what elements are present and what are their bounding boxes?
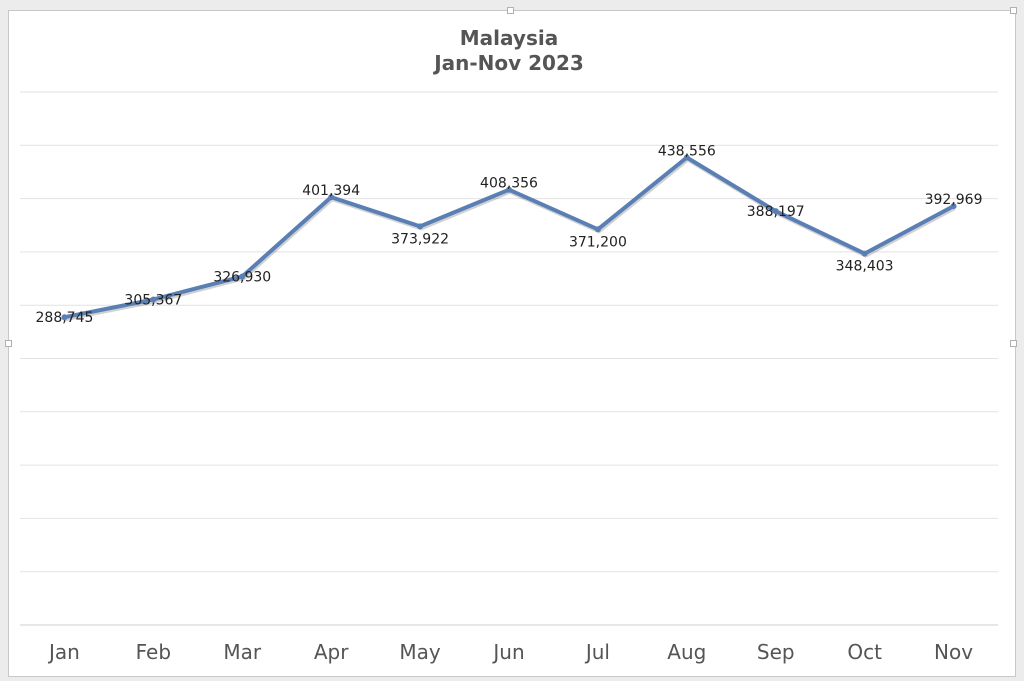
resize-handle-top-right[interactable] — [1010, 7, 1017, 14]
data-labels: 288,745 305,367 326,930 401,394 373,922 408,3… — [36, 143, 983, 326]
data-label-aug: 438,556 — [658, 143, 716, 159]
data-point-may[interactable] — [417, 223, 424, 230]
x-tick-label-jun: Jun — [491, 640, 524, 664]
data-label-nov: 392,969 — [925, 192, 983, 208]
data-label-may: 373,922 — [391, 231, 449, 247]
x-tick-label-may: May — [399, 640, 441, 664]
data-label-oct: 348,403 — [836, 259, 894, 275]
data-point-mar[interactable] — [239, 273, 246, 280]
data-point-sep[interactable] — [772, 208, 779, 215]
data-point-jun[interactable] — [506, 186, 512, 193]
data-label-apr: 401,394 — [302, 183, 360, 199]
data-point-aug[interactable] — [683, 154, 690, 161]
chart-area[interactable] — [5, 7, 1017, 677]
x-tick-label-feb: Feb — [136, 640, 171, 664]
x-tick-label-sep: Sep — [757, 640, 795, 664]
x-tick-label-mar: Mar — [223, 640, 262, 664]
x-tick-label-aug: Aug — [667, 640, 706, 664]
x-tick-label-nov: Nov — [934, 640, 973, 664]
data-label-jan: 288,745 — [36, 310, 94, 326]
x-tick-label-apr: Apr — [314, 640, 349, 664]
data-point-feb[interactable] — [150, 296, 157, 303]
x-tick-label-oct: Oct — [847, 640, 882, 664]
data-label-jun: 408,356 — [480, 176, 538, 192]
data-point-jan[interactable] — [61, 314, 68, 321]
data-label-sep: 388,197 — [747, 204, 805, 220]
data-label-jul: 371,200 — [569, 234, 627, 250]
resize-handle-top[interactable] — [507, 7, 514, 14]
gridlines — [20, 91, 998, 626]
chart-title: Malaysia — [460, 26, 558, 50]
data-label-feb: 305,367 — [124, 292, 182, 308]
data-point-jul[interactable] — [594, 226, 601, 233]
data-point-oct[interactable] — [861, 250, 868, 257]
x-axis-ticks: Jan Feb Mar Apr May Jun Jul Aug Sep Oct Nov — [47, 640, 973, 664]
chart-subtitle: Jan-Nov 2023 — [432, 51, 584, 75]
data-point-nov[interactable] — [950, 203, 957, 210]
x-tick-label-jul: Jul — [584, 640, 610, 664]
data-label-mar: 326,930 — [213, 269, 271, 285]
resize-handle-right[interactable] — [1010, 340, 1017, 347]
series-layer — [61, 154, 957, 322]
resize-handle-left[interactable] — [5, 340, 12, 347]
x-tick-label-jan: Jan — [47, 640, 80, 664]
data-point-apr[interactable] — [328, 194, 335, 201]
